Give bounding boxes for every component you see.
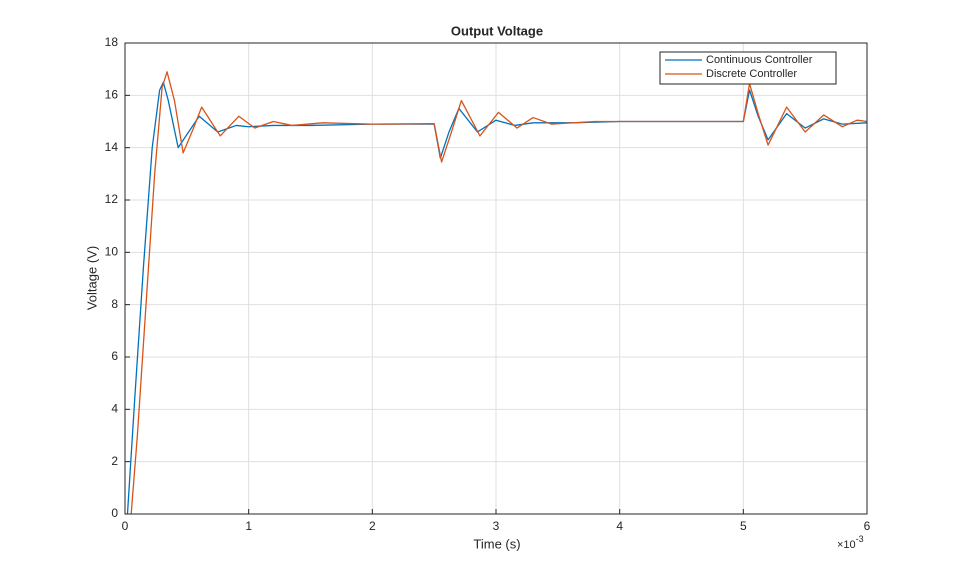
x-exponent: ×10-3 xyxy=(837,534,864,551)
x-tick-label: 6 xyxy=(864,519,871,533)
x-tick-label: 5 xyxy=(740,519,747,533)
x-tick-label: 4 xyxy=(616,519,623,533)
y-tick-label: 4 xyxy=(111,402,118,416)
legend: Continuous Controller Discrete Controller xyxy=(659,51,837,85)
series-line xyxy=(130,71,868,515)
plot-lines xyxy=(126,71,868,515)
y-tick-label: 14 xyxy=(105,140,119,154)
y-tick-label: 8 xyxy=(111,297,118,311)
y-tick-label: 10 xyxy=(105,245,119,259)
x-exponent-power: -3 xyxy=(856,534,864,544)
y-tick-label: 6 xyxy=(111,349,118,363)
y-tick-label: 2 xyxy=(111,454,118,468)
series-line xyxy=(126,81,868,515)
x-tick-label: 2 xyxy=(369,519,376,533)
legend-box xyxy=(659,51,837,85)
x-axis-label: Time (s) xyxy=(473,536,520,551)
y-tick-label: 12 xyxy=(105,192,119,206)
x-tick-label: 0 xyxy=(122,519,129,533)
x-tick-label: 3 xyxy=(493,519,500,533)
chart-title: Output Voltage xyxy=(451,23,543,38)
y-tick-label: 16 xyxy=(105,88,119,102)
y-tick-label: 0 xyxy=(111,506,118,520)
legend-label: Continuous Controller xyxy=(706,54,813,66)
y-tick-label: 18 xyxy=(105,35,119,49)
legend-label: Discrete Controller xyxy=(706,68,797,80)
x-exponent-base: ×10 xyxy=(837,539,856,551)
y-axis-label: Voltage (V) xyxy=(84,246,99,310)
x-tick-label: 1 xyxy=(245,519,252,533)
axes-box xyxy=(124,42,868,515)
